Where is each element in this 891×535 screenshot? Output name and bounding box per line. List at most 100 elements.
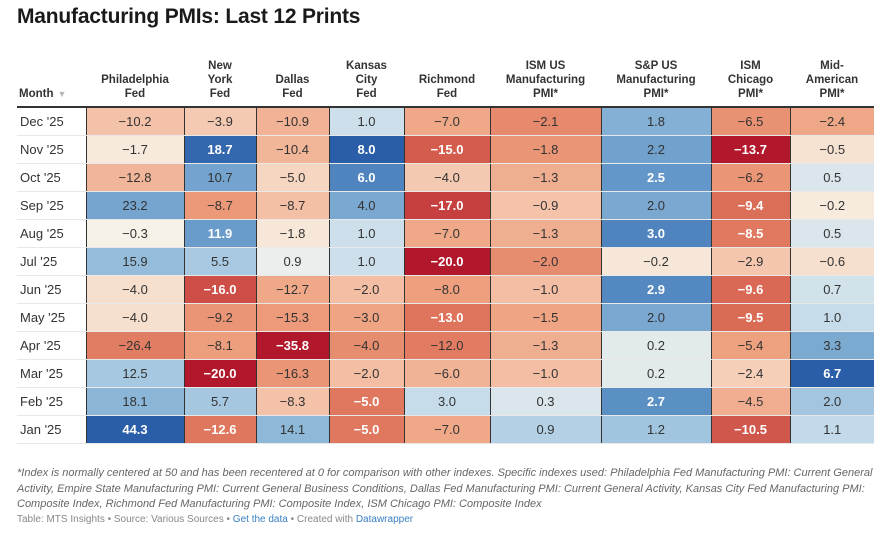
value-cell: −4.0 [85,303,184,332]
table-row: Jun '25 −4.0 −16.0 −12.7 −2.0 −8.0 −1.0 2.9 −9.6… [17,275,874,304]
value-cell: −8.0 [403,275,490,304]
value-cell: 18.1 [85,387,184,416]
value-cell: 1.0 [328,107,404,136]
value-cell: 2.9 [600,275,711,304]
value-cell: 6.0 [328,163,404,192]
value-cell: −7.0 [403,219,490,248]
row-month-label: Oct '25 [17,163,86,192]
row-month-label: Feb '25 [17,387,86,416]
column-header[interactable]: ISM Chicago PMI* [711,56,790,108]
value-cell: −4.0 [328,331,404,360]
value-cell: −8.1 [183,331,256,360]
value-cell: −6.2 [710,163,790,192]
value-cell: −4.5 [710,387,790,416]
credits: Table: MTS Insights • Source: Various So… [17,514,413,525]
column-header[interactable]: Philadelphia Fed [86,56,184,108]
value-cell: −2.4 [710,359,790,388]
value-cell: 2.0 [600,191,711,220]
value-cell: 0.5 [789,163,874,192]
value-cell: −0.5 [789,135,874,164]
value-cell: 0.5 [789,219,874,248]
value-cell: −2.9 [710,247,790,276]
value-cell: −2.0 [328,359,404,388]
value-cell: −8.7 [255,191,329,220]
table-row: Aug '25 −0.3 11.9 −1.8 1.0 −7.0 −1.3 3.0 −8.5 0.5 [17,219,874,248]
chart-title: Manufacturing PMIs: Last 12 Prints [17,5,361,28]
value-cell: −8.7 [183,191,256,220]
value-cell: −16.3 [255,359,329,388]
value-cell: −4.0 [403,163,490,192]
column-header[interactable]: Kansas City Fed [329,56,404,108]
value-cell: 44.3 [85,415,184,444]
value-cell: −13.0 [403,303,490,332]
value-cell: −0.9 [489,191,601,220]
value-cell: −12.7 [255,275,329,304]
value-cell: 1.0 [328,219,404,248]
value-cell: −15.3 [255,303,329,332]
table-row: Dec '25 −10.2 −3.9 −10.9 1.0 −7.0 −2.1 1.8 −6.5−… [17,107,874,136]
table-row: May '25 −4.0 −9.2 −15.3 −3.0 −13.0 −1.5 2.0 −9.5… [17,303,874,332]
table-row: Nov '25 −1.7 18.7 −10.4 8.0 −15.0 −1.8 2.2 −13.7… [17,135,874,164]
datawrapper-link[interactable]: Datawrapper [355,514,414,525]
value-cell: −12.6 [183,415,256,444]
value-cell: 10.7 [183,163,256,192]
row-month-label: Sep '25 [17,191,86,220]
value-cell: 23.2 [85,191,184,220]
value-cell: −8.5 [710,219,790,248]
value-cell: −1.5 [489,303,601,332]
value-cell: −9.4 [710,191,790,220]
value-cell: 2.5 [600,163,711,192]
value-cell: −10.9 [255,107,329,136]
value-cell: −5.0 [328,415,404,444]
value-cell: −5.4 [710,331,790,360]
table-body: Dec '25 −10.2 −3.9 −10.9 1.0 −7.0 −2.1 1.8 −6.5−… [17,107,874,444]
footnote: *Index is normally centered at 50 and ha… [17,467,873,510]
value-cell: −7.0 [403,107,490,136]
value-cell: −12.0 [403,331,490,360]
value-cell: 15.9 [85,247,184,276]
value-cell: −1.8 [489,135,601,164]
value-cell: 5.5 [183,247,256,276]
value-cell: −7.0 [403,415,490,444]
value-cell: −8.3 [255,387,329,416]
value-cell: −5.0 [328,387,404,416]
value-cell: −9.5 [710,303,790,332]
value-cell: −0.3 [85,219,184,248]
value-cell: −10.5 [710,415,790,444]
value-cell: −5.0 [255,163,329,192]
column-header[interactable]: Dallas Fed [256,56,329,108]
value-cell: −10.4 [255,135,329,164]
value-cell: −6.5 [710,107,790,136]
table-row: Oct '25 −12.8 10.7 −5.0 6.0 −4.0 −1.3 2.5 −6.2 0.… [17,163,874,192]
credits-middle: • Created with [287,514,356,525]
value-cell: −0.2 [789,191,874,220]
column-header[interactable]: New York Fed [184,56,256,108]
column-header[interactable]: S&P US Manufacturing PMI* [601,56,711,108]
column-header[interactable]: Richmond Fed [404,56,490,108]
value-cell: 3.3 [789,331,874,360]
get-the-data-link[interactable]: Get the data [232,514,288,525]
row-month-label: Mar '25 [17,359,86,388]
value-cell: −13.7 [710,135,790,164]
column-header[interactable]: Mid- American PMI* [790,56,874,108]
value-cell: 1.0 [328,247,404,276]
value-cell: 11.9 [183,219,256,248]
value-cell: −2.0 [328,275,404,304]
month-header-label: Month [19,88,54,100]
value-cell: 12.5 [85,359,184,388]
table-row: Apr '25 −26.4 −8.1 −35.8 −4.0 −12.0 −1.3 0.2 −5.… [17,331,874,360]
value-cell: −15.0 [403,135,490,164]
value-cell: −1.0 [489,359,601,388]
value-cell: 14.1 [255,415,329,444]
row-month-label: Dec '25 [17,107,86,136]
column-header-month[interactable]: Month ▼ [17,56,86,108]
sort-descending-icon[interactable]: ▼ [57,89,67,99]
header-row: Month ▼ Philadelphia Fed New York Fed Dalla… [17,56,874,108]
column-header[interactable]: ISM US Manufacturing PMI* [490,56,601,108]
value-cell: 0.3 [489,387,601,416]
value-cell: 2.0 [600,303,711,332]
value-cell: 2.7 [600,387,711,416]
table-row: Mar '25 12.5 −20.0 −16.3 −2.0 −6.0 −1.0 0.2 −2.4… [17,359,874,388]
value-cell: −3.0 [328,303,404,332]
credits-source: Table: MTS Insights • Source: Various So… [17,514,233,525]
